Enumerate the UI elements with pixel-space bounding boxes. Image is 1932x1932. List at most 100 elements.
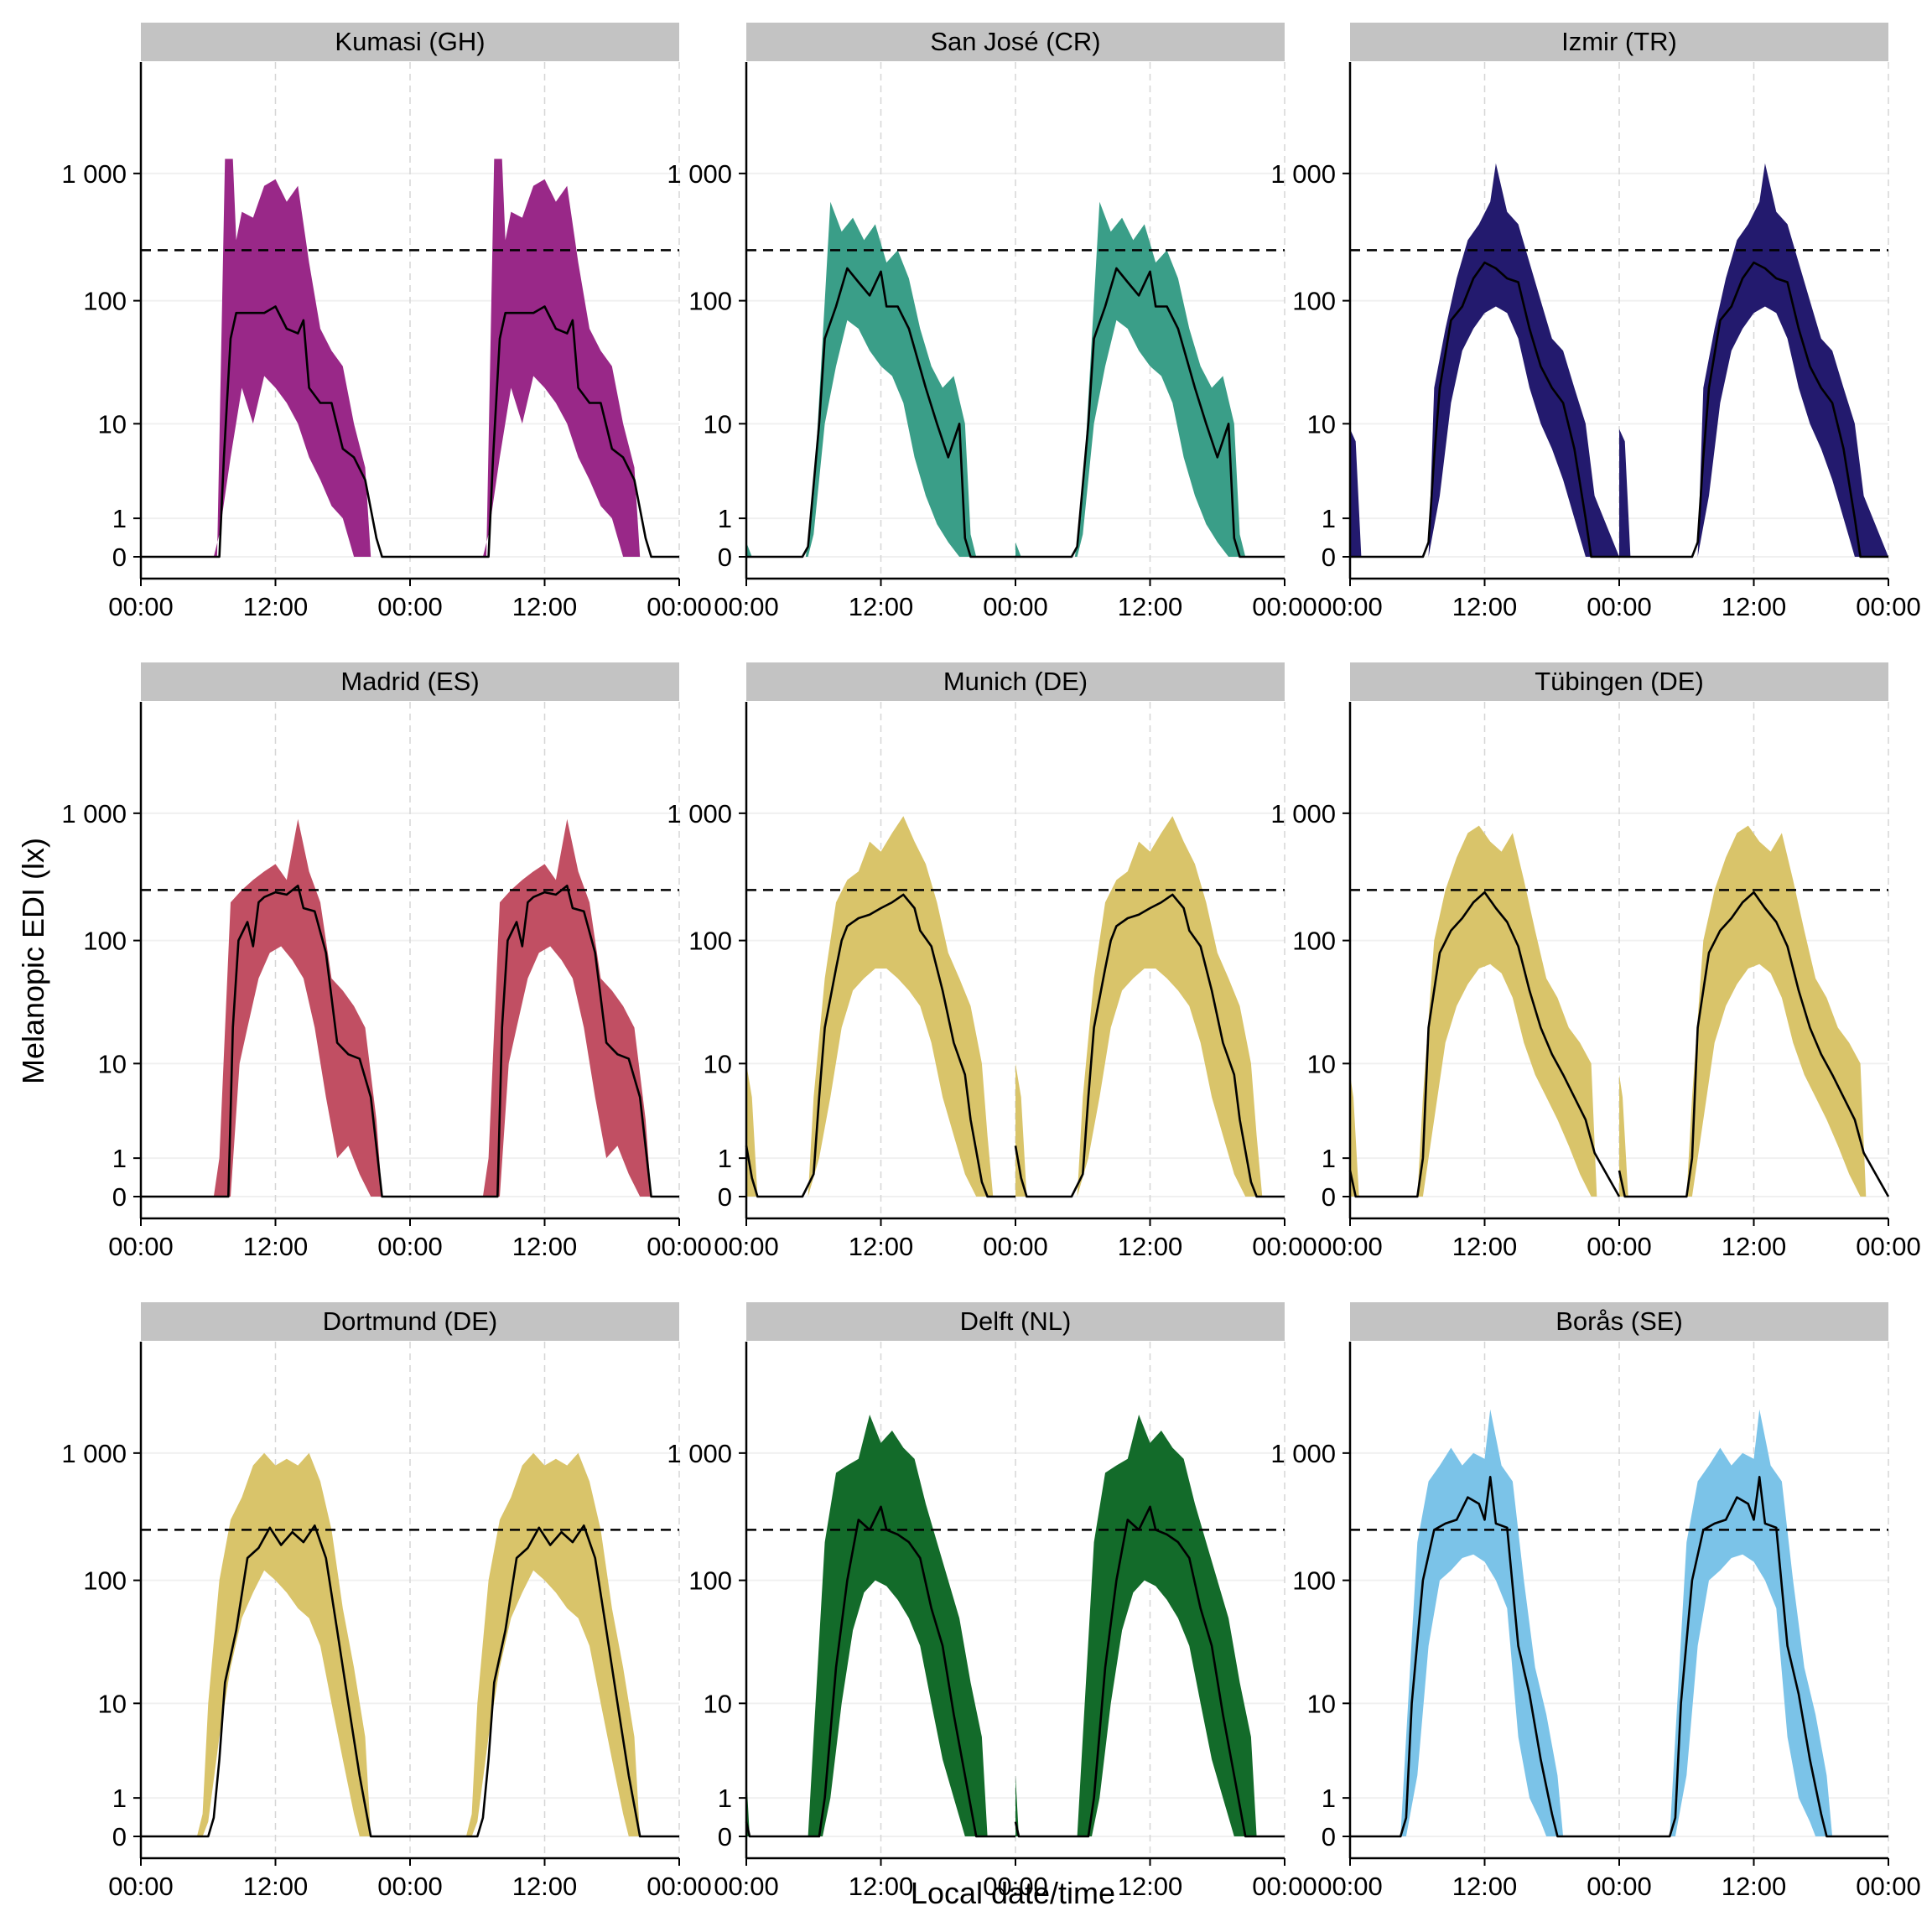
y-tick-label: 100 [83,927,127,956]
x-tick-label: 00:00 [983,1232,1048,1261]
y-tick-label: 100 [1292,927,1336,956]
x-tick-label: 00:00 [1252,1232,1317,1261]
x-tick-label: 00:00 [1587,1232,1652,1261]
panel-strip [141,23,679,61]
y-tick-label: 10 [98,409,127,439]
x-tick-label: 12:00 [1722,1232,1787,1261]
y-tick-label: 1 [1322,1784,1336,1813]
y-tick-label: 100 [1292,287,1336,316]
panel-title: San José (CR) [930,27,1100,56]
x-tick-label: 12:00 [1118,1232,1183,1261]
ribbon-area [1015,1415,1285,1836]
ribbon-area [410,818,679,1197]
x-tick-label: 12:00 [1722,592,1787,621]
x-tick-label: 00:00 [1856,1232,1921,1261]
x-tick-label: 12:00 [849,592,914,621]
y-tick-label: 10 [98,1049,127,1078]
y-tick-label: 1 [112,1144,127,1173]
y-tick-label: 10 [1307,1049,1336,1078]
panel-strip [1350,662,1888,701]
median-line [1348,891,1621,1198]
panel-title: Kumasi (GH) [335,27,485,56]
y-tick-label: 1 000 [61,1439,127,1468]
y-tick-label: 1 [1322,504,1336,533]
y-tick-label: 10 [704,409,732,439]
y-tick-label: 0 [1322,1182,1336,1212]
y-tick-label: 1 000 [61,799,127,828]
panel-5: Munich (DE) 0 1 10 100 1 000 00:00 12:00 00:00 12… [667,662,1317,1261]
y-tick-label: 10 [98,1689,127,1718]
y-tick-label: 0 [718,1182,732,1212]
y-tick-label: 100 [83,1566,127,1596]
panel-strip [746,662,1285,701]
x-tick-label: 12:00 [512,1232,578,1261]
y-tick-label: 0 [1322,1822,1336,1852]
y-tick-label: 1 [718,1144,732,1173]
y-tick-label: 100 [688,1566,732,1596]
ribbon-area [1350,825,1619,1197]
x-tick-label: 12:00 [243,592,309,621]
ribbon-area [1619,825,1888,1197]
y-tick-label: 10 [1307,1689,1336,1718]
x-tick-label: 12:00 [1452,1872,1518,1901]
y-tick-label: 0 [112,1822,127,1852]
x-tick-label: 00:00 [108,1872,174,1901]
y-tick-label: 100 [1292,1566,1336,1596]
x-tick-label: 00:00 [983,592,1048,621]
ribbon-area [746,816,1015,1197]
x-tick-label: 12:00 [1452,592,1518,621]
x-tick-label: 00:00 [1587,592,1652,621]
panel-3: Izmir (TR) 0 1 10 100 1 000 00:00 12:00 00:00 12:… [1270,23,1921,621]
y-tick-label: 1 [112,504,127,533]
y-tick-label: 1 [112,1784,127,1813]
ribbon-area [141,1452,410,1836]
ribbon-area [141,818,410,1197]
median-line [1350,261,1619,558]
median-line [1015,267,1285,558]
panel-strip [141,1302,679,1341]
panel-4: Madrid (ES) 0 1 10 100 1 000 00:00 12:00 00:00 12… [61,662,712,1261]
x-tick-label: 00:00 [108,592,174,621]
y-tick-label: 1 000 [1270,159,1336,189]
ribbon-area [1015,816,1285,1197]
panel-strip [141,662,679,701]
y-tick-label: 0 [112,1182,127,1212]
panel-strip [1350,1302,1888,1341]
x-tick-label: 00:00 [1317,592,1383,621]
panel-2: San José (CR) 0 1 10 100 1 000 00:00 12:00 00:00… [667,23,1317,621]
y-tick-label: 1 [718,504,732,533]
ribbon-area [1015,201,1285,557]
x-tick-label: 12:00 [1722,1872,1787,1901]
y-axis-title: Melanopic EDI (lx) [16,838,50,1084]
y-tick-label: 1 [1322,1144,1336,1173]
ribbon-area [410,158,679,557]
x-tick-label: 12:00 [512,592,578,621]
ribbon-area [141,158,410,557]
x-tick-label: 00:00 [1252,1872,1317,1901]
median-line [1350,1476,1619,1838]
median-line [745,893,1015,1198]
median-line [410,1524,679,1838]
panel-title: Borås (SE) [1555,1306,1683,1336]
y-tick-label: 100 [688,287,732,316]
y-tick-label: 10 [1307,409,1336,439]
ribbon-area [746,201,1015,557]
panel-title: Delft (NL) [960,1306,1072,1336]
x-tick-label: 00:00 [1856,1872,1921,1901]
x-tick-label: 00:00 [1856,592,1921,621]
panel-9: Borås (SE) 0 1 10 100 1 000 00:00 12:00 00:00 12:… [1270,1302,1921,1901]
ribbon-area [1619,1409,1888,1836]
ribbon-area [1350,1409,1619,1836]
x-tick-label: 00:00 [1317,1232,1383,1261]
ribbon-area [1350,163,1619,558]
y-tick-label: 1 [718,1784,732,1813]
x-tick-label: 12:00 [512,1872,578,1901]
x-axis-title: Local date/time [911,1876,1115,1910]
panel-title: Tübingen (DE) [1535,667,1704,696]
x-tick-label: 12:00 [849,1232,914,1261]
median-line [410,305,679,558]
median-line [1619,261,1888,558]
panel-strip [746,23,1285,61]
ribbon-area [410,1452,679,1836]
panel-1: Kumasi (GH) 0 1 10 100 1 000 00:00 12:00 00:00 12… [61,23,712,621]
